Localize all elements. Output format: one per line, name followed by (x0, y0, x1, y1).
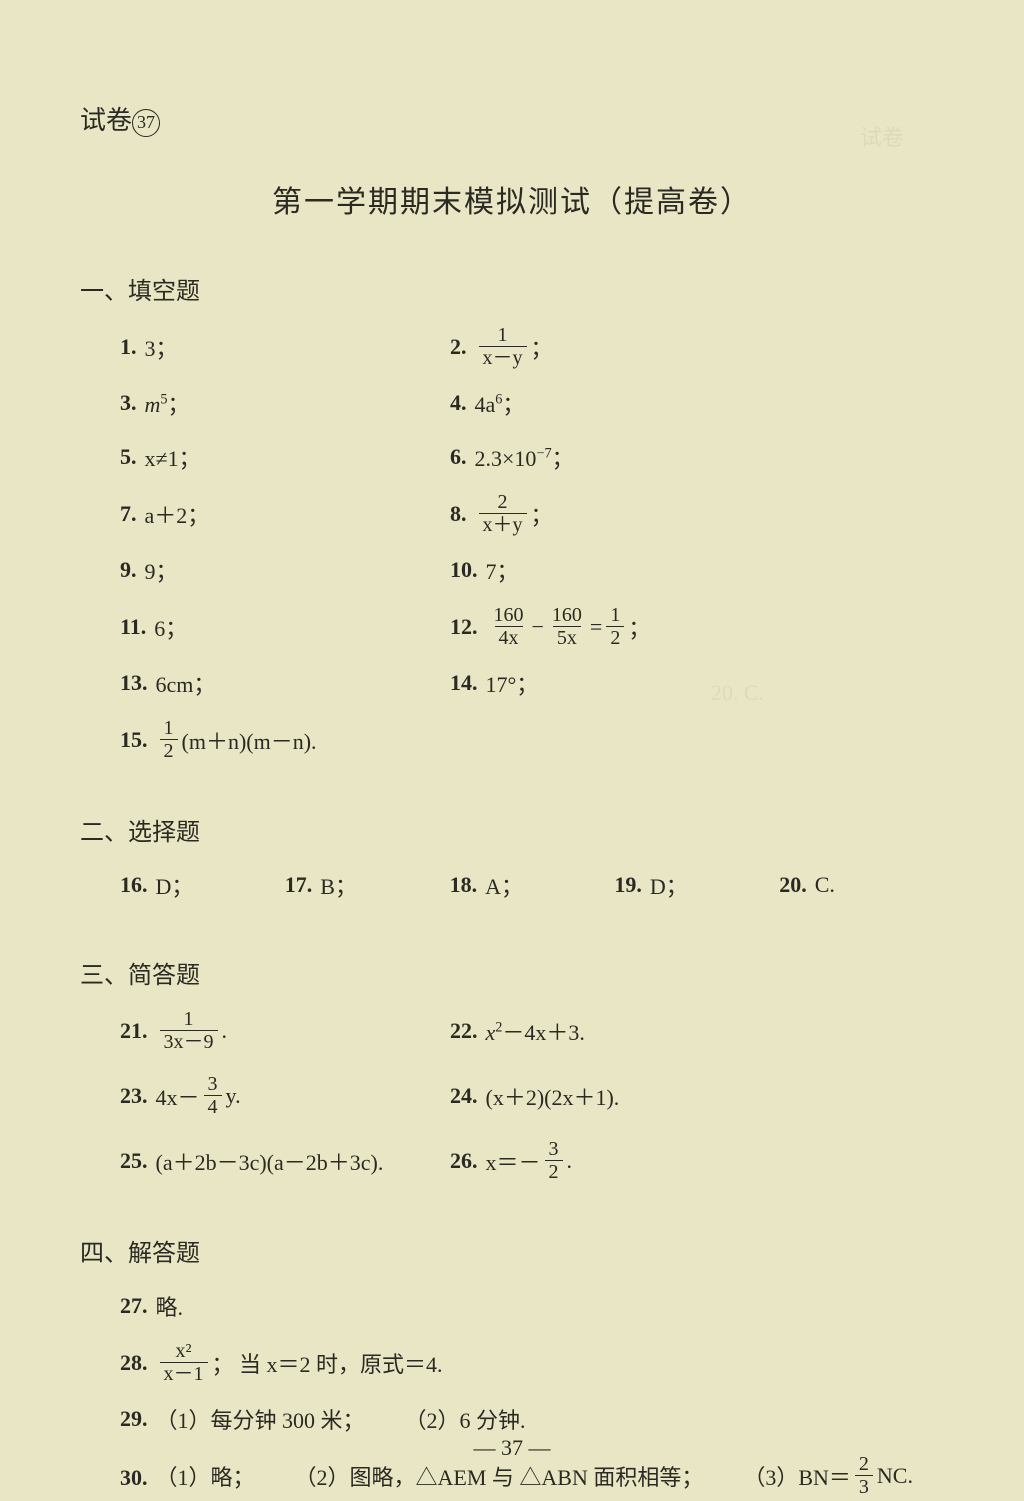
q14: 14. 17°； (450, 663, 944, 703)
q24: 24. (x＋2)(2x＋1). (450, 1073, 944, 1118)
q-text: 4a6； (475, 387, 525, 419)
q17: 17.B； (285, 865, 450, 905)
fraction: 1 x－y (479, 324, 527, 369)
q1: 1. 3； (120, 324, 420, 369)
q29: 29. （1）每分钟 300 米； （2）6 分钟. (120, 1399, 944, 1439)
q-num: 13. (120, 670, 148, 696)
paper-number-circled: 37 (132, 109, 160, 137)
q26: 26. x＝－ 32 . (450, 1138, 944, 1183)
q12: 12. 1604x − 1605x = 12 ； (450, 604, 944, 649)
q-text: 7； (486, 554, 519, 586)
q25: 25. (a＋2b－3c)(a－2b＋3c). (120, 1138, 420, 1183)
q22: 22. x2－4x＋3. (450, 1008, 944, 1053)
q-text: a＋2； (145, 498, 210, 530)
q6: 6. 2.3×10−7； (450, 437, 944, 477)
paper-label-prefix: 试卷 (80, 106, 132, 135)
section-3-grid: 21. 13x－9 . 22. x2－4x＋3. 23. 4x－ 34 y. 2… (80, 1008, 944, 1183)
q11: 11. 6； (120, 604, 420, 649)
q-text: 6cm； (156, 667, 216, 699)
q21: 21. 13x－9 . (120, 1008, 420, 1053)
q7: 7. a＋2； (120, 491, 420, 536)
q27: 27. 略. (120, 1286, 944, 1326)
q2: 2. 1 x－y ； (450, 324, 944, 369)
q-num: 1. (120, 334, 137, 360)
q-num: 6. (450, 444, 467, 470)
page: 试卷 20. C. 试卷37 第一学期期末模拟测试（提高卷） 一、填空题 1. … (0, 0, 1024, 1501)
section-4-head: 四、解答题 (80, 1233, 944, 1268)
q18: 18.A； (450, 865, 615, 905)
q3: 3. m5； (120, 383, 420, 423)
q8: 8. 2 x＋y ； (450, 491, 944, 536)
q-num: 3. (120, 390, 137, 416)
paper-label: 试卷37 (80, 100, 944, 137)
fraction: 2 x＋y (479, 491, 527, 536)
q9: 9. 9； (120, 550, 420, 590)
q-text: 9； (145, 554, 178, 586)
q-num: 9. (120, 557, 137, 583)
q-num: 10. (450, 557, 478, 583)
q10: 10. 7； (450, 550, 944, 590)
q-text: (m＋n)(m－n). (182, 724, 317, 756)
q-num: 14. (450, 670, 478, 696)
q-text: 17°； (486, 667, 539, 699)
page-number: — 37 — (0, 1435, 1024, 1461)
q-num: 8. (450, 501, 467, 527)
q-num: 15. (120, 727, 148, 753)
q-num: 5. (120, 444, 137, 470)
section-1-grid: 1. 3； 2. 1 x－y ； 3. m5； 4. 4a6； 5. x≠1； … (80, 324, 944, 762)
q-num: 11. (120, 614, 146, 640)
q-suffix: ； (531, 498, 553, 530)
q13: 13. 6cm； (120, 663, 420, 703)
section-1-head: 一、填空题 (80, 271, 944, 306)
q-num: 2. (450, 334, 467, 360)
q-expr: 1604x − 1605x = 12 ； (486, 604, 651, 649)
q16: 16.D； (120, 865, 285, 905)
q20: 20.C. (779, 865, 944, 905)
q-text: 2.3×10−7； (475, 441, 574, 473)
section-2-row: 16.D； 17.B； 18.A； 19.D； 20.C. (80, 865, 944, 905)
q-num: 12. (450, 614, 478, 640)
q-text: x≠1； (145, 441, 201, 473)
page-title: 第一学期期末模拟测试（提高卷） (80, 177, 944, 221)
q-num: 4. (450, 390, 467, 416)
q23: 23. 4x－ 34 y. (120, 1073, 420, 1118)
section-3-head: 三、简答题 (80, 955, 944, 990)
q28: 28. x²x－1 ； 当 x＝2 时，原式＝4. (120, 1340, 944, 1385)
q19: 19.D； (614, 865, 779, 905)
section-4-list: 27. 略. 28. x²x－1 ； 当 x＝2 时，原式＝4. 29. （1）… (80, 1286, 944, 1498)
q-text: m5； (145, 387, 190, 419)
section-2-head: 二、选择题 (80, 812, 944, 847)
q5: 5. x≠1； (120, 437, 420, 477)
q-num: 7. (120, 501, 137, 527)
q-suffix: ； (531, 331, 553, 363)
q4: 4. 4a6； (450, 383, 944, 423)
fraction: 1 2 (160, 717, 178, 762)
q-text: 6； (154, 611, 187, 643)
q-text: 3； (145, 331, 178, 363)
q15: 15. 1 2 (m＋n)(m－n). (120, 717, 944, 762)
